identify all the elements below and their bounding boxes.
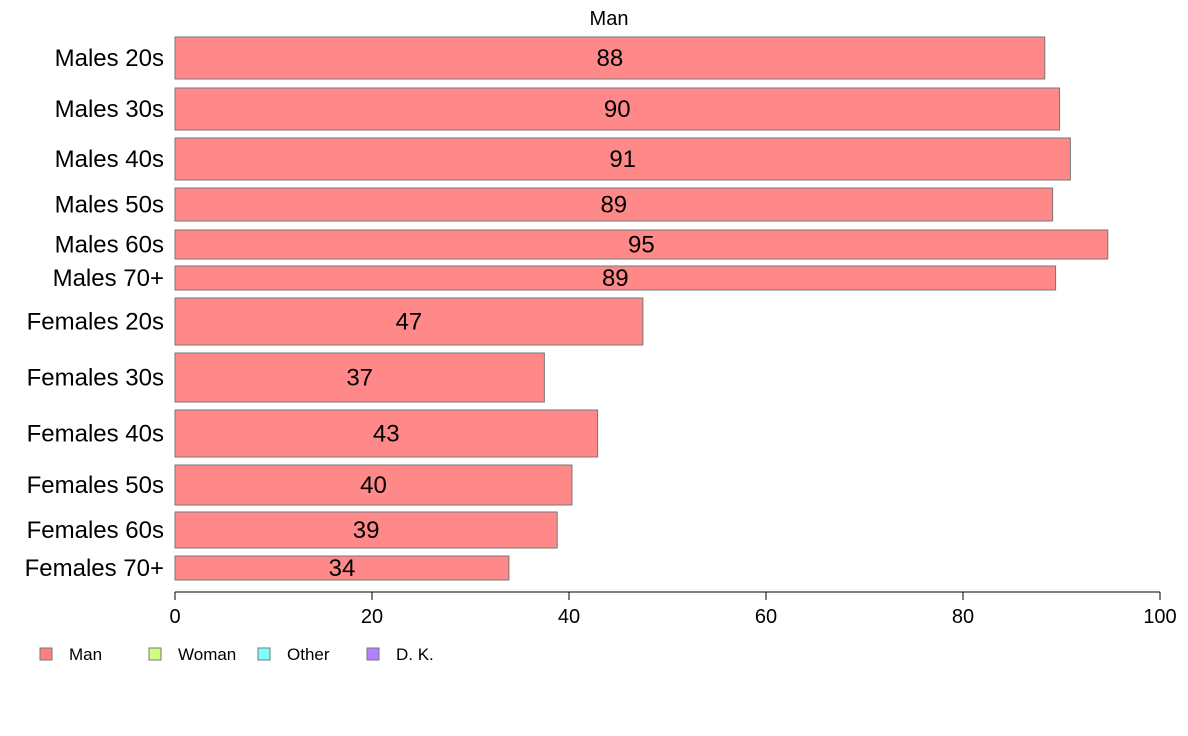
x-tick-label: 20 [361,606,383,628]
category-label: Males 60s [55,232,164,259]
legend-swatch-other [257,647,271,661]
category-label: Males 20s [55,45,164,72]
category-label: Females 40s [27,421,164,448]
bar-females-50s [174,464,573,506]
legend-label: Woman [178,645,236,664]
bars-group: Males 20s 88 Males 30s 90 Males 40s 91 Males 5… [25,36,1109,582]
x-tick-label: 40 [558,606,580,628]
bar-males-40s [174,137,1071,181]
bar-females-60s [174,511,558,549]
value-label: 95 [628,232,655,259]
category-label: Males 70+ [53,265,164,292]
value-label: 90 [604,96,631,123]
category-label: Females 70+ [25,555,164,582]
value-label: 89 [602,265,629,292]
legend-swatch-d-k [366,647,380,661]
category-label: Males 40s [55,146,164,173]
value-label: 39 [353,517,380,544]
category-label: Males 50s [55,192,164,219]
bar-males-60s [174,229,1109,260]
bar-males-70plus [174,265,1057,291]
category-label: Females 60s [27,517,164,544]
legend-label: Man [69,645,102,664]
value-label: 89 [600,192,627,219]
legend-label: Other [287,645,330,664]
value-label: 34 [329,555,356,582]
category-label: Females 50s [27,472,164,499]
value-label: 43 [373,421,400,448]
value-label: 40 [360,472,387,499]
x-tick-label: 60 [755,606,777,628]
bar-females-70plus [174,555,510,581]
x-tick-label: 80 [952,606,974,628]
value-label: 47 [396,309,423,336]
category-label: Males 30s [55,96,164,123]
value-label: 91 [609,146,636,173]
bar-males-30s [174,87,1061,131]
category-label: Females 30s [27,365,164,392]
legend: Man Woman Other D. K. [39,645,434,664]
bar-males-50s [174,187,1054,222]
legend-swatch-man [39,647,53,661]
bar-females-20s [174,297,644,346]
value-label: 88 [597,45,624,72]
x-tick-label: 0 [169,606,180,628]
x-axis: 0 20 40 60 80 100 [169,591,1177,628]
value-label: 37 [346,365,373,392]
legend-swatch-woman [148,647,162,661]
bar-females-30s [174,352,545,403]
x-tick-label: 100 [1143,606,1176,628]
legend-label: D. K. [396,645,434,664]
bar-females-40s [174,409,599,458]
chart-title: Man [590,8,629,30]
bar-males-20s [174,36,1046,80]
category-label: Females 20s [27,309,164,336]
